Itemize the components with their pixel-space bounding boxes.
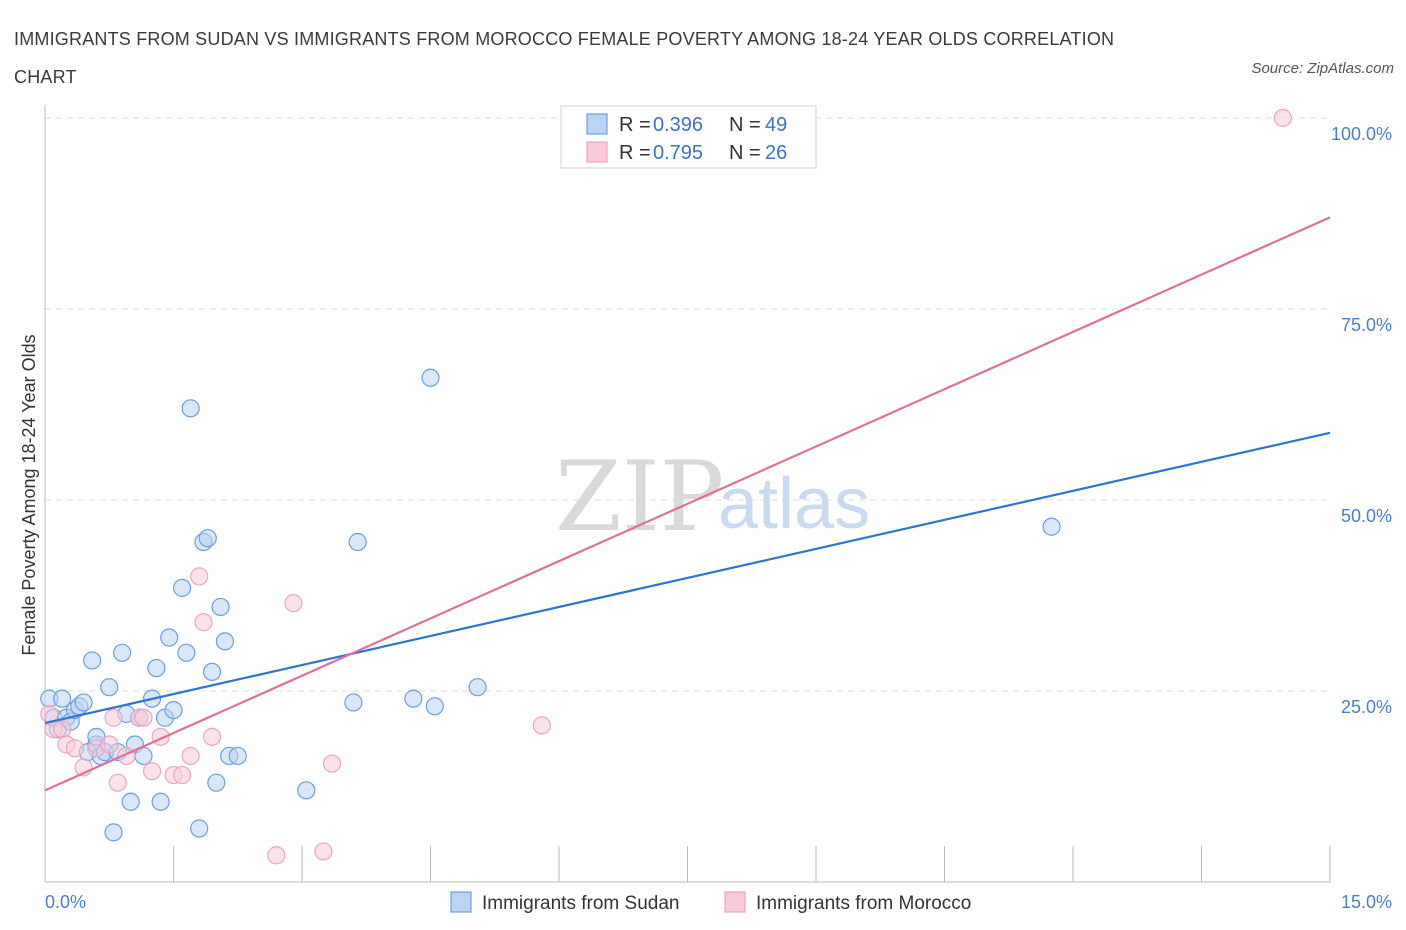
point-sudan-25 [147,658,166,678]
point-sudan-35 [198,529,217,548]
watermark-zip: ZIP [555,441,724,553]
grid-lines [45,117,1330,692]
top-legend: R = 0.396 N = 49 R = 0.795 N = 26 [560,105,817,169]
point-sudan-20 [121,792,140,811]
point-sudan-48 [468,678,487,697]
point-sudan-47 [425,697,444,716]
legend-n-label-morocco: N = [729,142,761,164]
trend-line-sudan [44,431,1331,725]
point-sudan-42 [297,781,316,800]
legend-r-label-sudan: R = [619,114,651,136]
legend-swatch-sudan [586,113,608,135]
point-sudan-8 [74,693,93,712]
point-sudan-45 [404,689,423,708]
x-tick-label-0: 0.0% [45,892,86,912]
point-sudan-30 [172,578,192,597]
point-morocco-2 [53,720,72,739]
point-sudan-38 [211,597,230,617]
legend-n-morocco: 26 [765,142,787,164]
source-label: Source: ZipAtlas.com [1251,60,1394,77]
y-axis-title: Female Poverty Among 18-24 Year Olds [19,334,39,655]
point-sudan-15 [100,678,119,697]
point-sudan-28 [160,628,179,647]
point-sudan-44 [348,532,367,552]
x-tick-labels: 0.0% 15.0% [45,892,1392,912]
trend-line-morocco [44,216,1331,792]
legend-r-morocco: 0.795 [653,142,703,164]
point-morocco-19 [194,613,213,632]
point-sudan-18 [112,643,132,662]
point-sudan-10 [83,651,102,670]
point-sudan-43 [344,693,363,712]
point-sudan-3 [53,689,72,708]
legend-swatch-morocco [586,141,608,163]
point-morocco-9 [108,773,127,792]
y-tick-label-3: 100.0% [1331,124,1392,144]
point-morocco-18 [190,567,209,586]
point-sudan-39 [215,632,234,651]
point-sudan-49 [1042,517,1061,536]
legend-r-label-morocco: R = [619,142,651,164]
point-morocco-7 [100,735,119,754]
bottom-legend-label-morocco: Immigrants from Morocco [756,893,971,914]
x-tick-label-1: 15.0% [1341,892,1392,912]
y-tick-label-1: 50.0% [1341,506,1392,526]
y-tick-labels: 25.0% 50.0% 75.0% 100.0% [1331,124,1392,717]
bottom-legend-swatch-sudan [450,891,472,913]
legend-r-sudan: 0.396 [653,114,703,136]
legend-n-sudan: 49 [765,114,787,136]
y-tick-label-2: 75.0% [1341,315,1392,335]
point-morocco-21 [267,846,286,865]
point-sudan-41 [228,746,247,766]
watermark-atlas: atlas [718,464,870,544]
point-morocco-17 [181,746,200,766]
point-morocco-20 [202,727,222,746]
point-morocco-8 [104,708,123,727]
bottom-legend: Immigrants from Sudan Immigrants from Mo… [450,891,971,914]
point-sudan-46 [421,368,440,387]
watermark: ZIP atlas [555,441,870,553]
point-morocco-13 [142,762,162,781]
point-morocco-26 [1273,108,1292,128]
legend-n-label-sudan: N = [729,114,761,136]
chart-title: IMMIGRANTS FROM SUDAN VS IMMIGRANTS FROM… [14,29,1115,87]
point-sudan-29 [164,700,183,720]
point-sudan-33 [190,819,209,838]
y-tick-label-0: 25.0% [1341,697,1392,717]
point-morocco-4 [65,739,85,758]
point-morocco-24 [322,754,342,773]
bottom-legend-label-sudan: Immigrants from Sudan [482,893,679,914]
point-morocco-16 [172,765,192,785]
point-sudan-37 [207,773,226,792]
bottom-legend-swatch-morocco [724,891,746,913]
point-morocco-12 [134,708,153,727]
point-morocco-25 [532,716,551,735]
point-sudan-36 [202,662,222,682]
point-sudan-16 [104,823,123,842]
point-sudan-26 [151,792,170,811]
axes [44,105,1331,883]
point-sudan-32 [181,399,200,418]
point-sudan-31 [177,643,196,662]
trend-lines [44,216,1331,792]
point-morocco-23 [314,842,333,861]
point-morocco-22 [284,594,303,613]
